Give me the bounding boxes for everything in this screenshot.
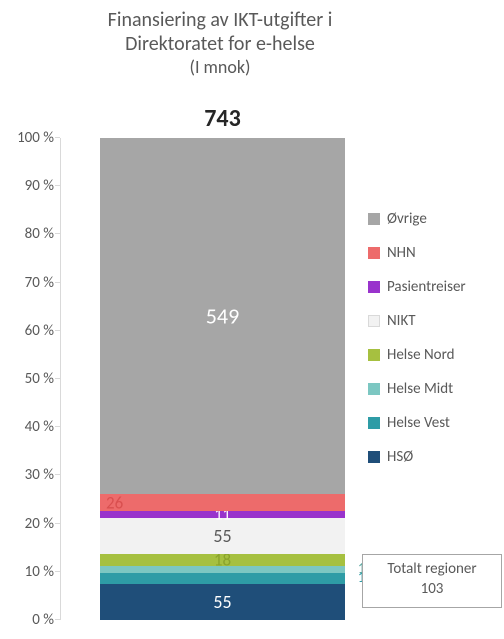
legend-label: Helse Vest — [387, 414, 450, 432]
legend-label: Helse Nord — [387, 346, 454, 364]
legend-swatch — [368, 349, 380, 361]
legend-item: Helse Nord — [368, 346, 500, 364]
legend-swatch — [368, 383, 380, 395]
bar-segment-label-nikt: 55 — [213, 525, 231, 547]
legend-label: HSØ — [387, 448, 413, 466]
chart-plot-area: 0 %10 %20 %30 %40 %50 %60 %70 %80 %90 %1… — [60, 138, 360, 620]
title-line-1: Finansiering av IKT-utgifter i — [60, 8, 380, 32]
title-subtitle: (I mnok) — [60, 56, 380, 78]
legend-swatch — [368, 315, 380, 327]
title-line-2: Direktoratet for e-helse — [60, 32, 380, 56]
y-tick-label: 30 % — [2, 466, 54, 484]
legend-swatch — [368, 281, 380, 293]
y-tick-label: 80 % — [2, 225, 54, 243]
annotation-totalt-regioner: Totalt regioner 103 — [362, 554, 502, 608]
y-tick-label: 0 % — [2, 611, 54, 629]
legend-label: Pasientreiser — [387, 278, 466, 296]
bar-segment-hso: 55 — [100, 584, 345, 620]
legend-item: Helse Vest — [368, 414, 500, 432]
legend-label: Helse Midt — [387, 380, 453, 398]
y-tick-label: 20 % — [2, 515, 54, 533]
legend-swatch — [368, 213, 380, 225]
bar-segment-ovrige: 549 — [100, 138, 345, 494]
y-tick-label: 100 % — [2, 129, 54, 147]
legend-item: NIKT — [368, 312, 500, 330]
legend: Øvrige NHN Pasientreiser NIKT Helse Nord Hels… — [368, 210, 500, 482]
legend-item: HSØ — [368, 448, 500, 466]
legend-swatch — [368, 451, 380, 463]
legend-label: NHN — [387, 244, 416, 262]
legend-item: Helse Midt — [368, 380, 500, 398]
legend-item: NHN — [368, 244, 500, 262]
y-tick-label: 70 % — [2, 274, 54, 292]
y-axis: 0 %10 %20 %30 %40 %50 %60 %70 %80 %90 %1… — [2, 138, 54, 620]
legend-label: NIKT — [387, 312, 416, 330]
bar-segment-nhn: 26 — [100, 494, 345, 511]
annotation-line-2: 103 — [363, 579, 501, 599]
chart-title: Finansiering av IKT-utgifter i Direktora… — [60, 8, 380, 78]
legend-swatch — [368, 417, 380, 429]
legend-label: Øvrige — [387, 210, 427, 228]
bar-segment-helse_nord: 18 — [100, 554, 345, 566]
y-tick-label: 10 % — [2, 563, 54, 581]
bar-total-label: 743 — [100, 104, 345, 133]
y-tick-label: 90 % — [2, 177, 54, 195]
bar-segment-label-ovrige: 549 — [206, 303, 239, 330]
legend-item: Pasientreiser — [368, 278, 500, 296]
y-tick-label: 40 % — [2, 418, 54, 436]
y-tick-label: 50 % — [2, 370, 54, 388]
legend-swatch — [368, 247, 380, 259]
annotation-line-1: Totalt regioner — [363, 559, 501, 579]
bar-segment-helse_vest: 18 — [100, 573, 345, 585]
legend-item: Øvrige — [368, 210, 500, 228]
bar-segment-label-nhn: 26 — [106, 492, 123, 513]
y-tick-label: 60 % — [2, 322, 54, 340]
stacked-bar: 55181118551126549 — [100, 138, 345, 620]
bar-segment-pasientreiser: 11 — [100, 511, 345, 518]
bar-segment-label-hso: 55 — [213, 591, 231, 613]
